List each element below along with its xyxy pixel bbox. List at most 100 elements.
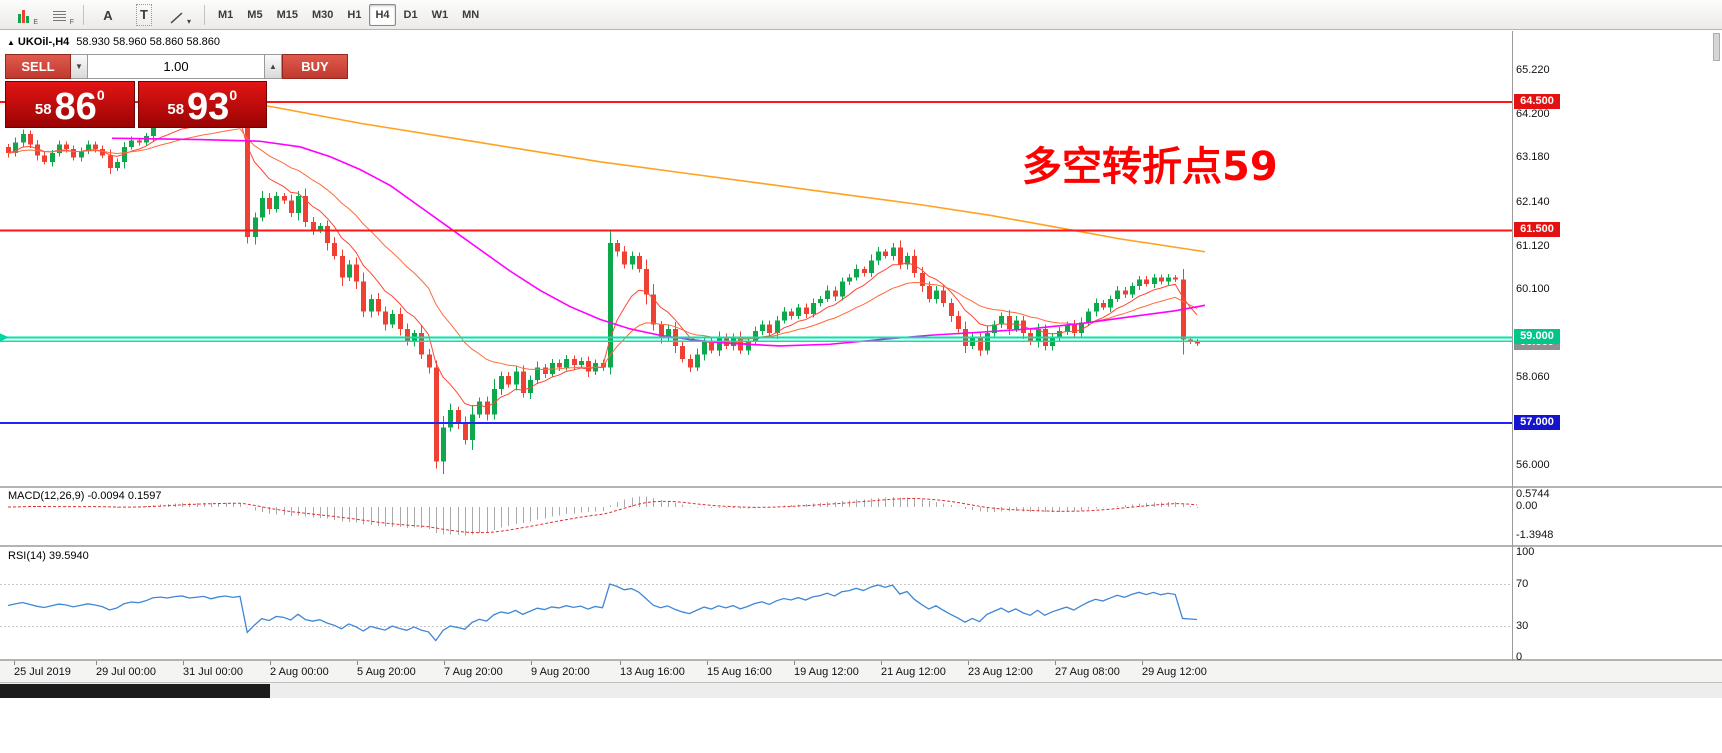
bid-price-box[interactable]: 58 86 0 bbox=[5, 81, 135, 128]
trendline-icon bbox=[170, 11, 183, 24]
timeframe-m30[interactable]: M30 bbox=[311, 8, 334, 21]
vertical-scrollbar[interactable] bbox=[1713, 33, 1720, 61]
rsi-axis-label: 30 bbox=[1516, 619, 1529, 632]
panel-separator[interactable] bbox=[0, 486, 1722, 488]
rsi-axis-label: 0 bbox=[1516, 651, 1523, 663]
panel-separator[interactable] bbox=[0, 545, 1722, 547]
time-tick-mark bbox=[620, 661, 621, 665]
text-tool-label: A bbox=[103, 7, 113, 23]
toolbar-separator bbox=[204, 4, 205, 25]
horizontal-scrollbar[interactable] bbox=[0, 682, 1722, 698]
rsi-axis-label: 70 bbox=[1516, 577, 1529, 590]
price-tick-label: 58.060 bbox=[1516, 370, 1550, 383]
time-label: 7 Aug 20:00 bbox=[444, 666, 503, 678]
candlestick-chart-tool-icon[interactable]: E bbox=[6, 4, 40, 26]
time-tick-mark bbox=[444, 661, 445, 665]
macd-axis-label: 0.5744 bbox=[1516, 487, 1550, 500]
time-tick-mark bbox=[1055, 661, 1056, 665]
time-label: 29 Aug 12:00 bbox=[1142, 666, 1207, 678]
timeframe-w1[interactable]: W1 bbox=[431, 8, 449, 21]
text-tool-button[interactable]: A bbox=[91, 4, 125, 26]
caret-down-icon: ▼ bbox=[75, 62, 83, 71]
time-tick-mark bbox=[881, 661, 882, 665]
macd-axis-label: 0.00 bbox=[1516, 500, 1538, 512]
horizontal-scrollbar-thumb[interactable] bbox=[0, 684, 270, 698]
macd-axis-label: -1.3948 bbox=[1516, 529, 1554, 542]
timeframe-m5[interactable]: M5 bbox=[247, 8, 263, 21]
quote-ohlc: 58.930 58.960 58.860 58.860 bbox=[76, 36, 221, 48]
time-tick-mark bbox=[96, 661, 97, 665]
title-tool-label: T bbox=[136, 3, 152, 26]
time-label: 15 Aug 16:00 bbox=[707, 666, 772, 678]
price-tick-label: 64.200 bbox=[1516, 107, 1550, 120]
chart-annotation[interactable]: 多空转折点59 bbox=[1022, 144, 1278, 190]
toolbar: E F A T ▾ M1 M5 M15 M30 H1 H4 D1 W1 MN bbox=[0, 0, 1722, 30]
ask-price-big: 93 bbox=[187, 85, 230, 128]
timeframe-bar: M1 M5 M15 M30 H1 H4 D1 W1 MN bbox=[212, 3, 485, 26]
quote-line: ▲ UKOil-,H4 58.930 58.960 58.860 58.860 bbox=[7, 36, 220, 48]
volume-increase-button[interactable]: ▲ bbox=[265, 54, 282, 79]
price-tick-label: 65.220 bbox=[1516, 64, 1550, 76]
buy-button[interactable]: BUY bbox=[282, 54, 348, 79]
volume-decrease-button[interactable]: ▼ bbox=[71, 54, 88, 79]
rsi-line bbox=[7, 583, 1198, 642]
time-label: 2 Aug 00:00 bbox=[270, 666, 329, 678]
price-axis-separator bbox=[1512, 31, 1513, 682]
candles bbox=[6, 102, 1200, 475]
grid-tool-icon[interactable]: F bbox=[42, 4, 76, 26]
rsi-label: RSI(14) 39.5940 bbox=[8, 550, 89, 562]
time-label: 21 Aug 12:00 bbox=[881, 666, 946, 678]
one-click-toggle-icon[interactable]: ▲ bbox=[7, 38, 15, 47]
shapes-tool-button[interactable]: ▾ bbox=[163, 4, 197, 26]
time-label: 25 Jul 2019 bbox=[14, 666, 71, 678]
volume-input[interactable] bbox=[88, 54, 265, 79]
hline-handle-icon[interactable] bbox=[0, 333, 9, 342]
candles-glyph-icon bbox=[17, 9, 29, 23]
ma-medium-line bbox=[7, 128, 1198, 371]
rsi-axis-label: 100 bbox=[1516, 546, 1535, 558]
sell-button[interactable]: SELL bbox=[5, 54, 71, 79]
macd-signal-line bbox=[7, 498, 1198, 534]
price-tag-61-500: 61.500 bbox=[1514, 222, 1560, 238]
time-tick-mark bbox=[531, 661, 532, 665]
text-label-tool-button[interactable]: T bbox=[127, 3, 161, 26]
timeframe-h1[interactable]: H1 bbox=[347, 8, 362, 21]
price-chart[interactable] bbox=[0, 31, 1512, 486]
time-label: 19 Aug 12:00 bbox=[794, 666, 859, 678]
one-click-trading-panel: SELL ▼ ▲ BUY 58 86 0 58 93 0 bbox=[5, 54, 348, 128]
price-tag-64-500: 64.500 bbox=[1514, 93, 1560, 109]
time-axis[interactable]: 25 Jul 2019 29 Jul 00:00 31 Jul 00:00 2 Aug… bbox=[0, 661, 1722, 682]
bid-price-sup: 0 bbox=[96, 87, 105, 103]
caret-down-icon: ▾ bbox=[186, 16, 191, 26]
time-tick-mark bbox=[968, 661, 969, 665]
time-label: 9 Aug 20:00 bbox=[531, 666, 590, 678]
price-tag-57-000: 57.000 bbox=[1514, 415, 1560, 431]
symbol-label: UKOil-,H4 bbox=[17, 36, 70, 48]
ask-price-box[interactable]: 58 93 0 bbox=[137, 81, 267, 128]
time-tick-mark bbox=[270, 661, 271, 665]
timeframe-mn[interactable]: MN bbox=[462, 8, 480, 21]
timeframe-d1[interactable]: D1 bbox=[403, 8, 418, 21]
price-tick-label: 63.180 bbox=[1516, 151, 1550, 164]
bid-price-big: 86 bbox=[54, 85, 97, 128]
grid-glyph-icon bbox=[52, 10, 66, 21]
macd-label: MACD(12,26,9) -0.0094 0.1597 bbox=[8, 490, 162, 502]
time-tick-mark bbox=[1142, 661, 1143, 665]
tool-sub-label: E bbox=[33, 18, 38, 26]
panel-separator bbox=[0, 659, 1722, 661]
macd-chart[interactable] bbox=[0, 488, 1512, 544]
ma-magenta-line bbox=[111, 137, 1206, 347]
time-label: 13 Aug 16:00 bbox=[620, 666, 685, 678]
rsi-chart[interactable] bbox=[0, 547, 1512, 659]
time-label: 31 Jul 00:00 bbox=[183, 666, 243, 678]
caret-up-icon: ▲ bbox=[269, 62, 277, 71]
time-label: 5 Aug 20:00 bbox=[357, 666, 416, 678]
price-tick-label: 56.000 bbox=[1516, 458, 1550, 471]
timeframe-h4[interactable]: H4 bbox=[369, 3, 396, 26]
bid-price-small: 58 bbox=[34, 101, 52, 118]
tool-sub-label: F bbox=[69, 18, 74, 26]
timeframe-m1[interactable]: M1 bbox=[218, 8, 234, 21]
timeframe-m15[interactable]: M15 bbox=[276, 8, 298, 21]
time-label: 29 Jul 00:00 bbox=[96, 666, 156, 678]
